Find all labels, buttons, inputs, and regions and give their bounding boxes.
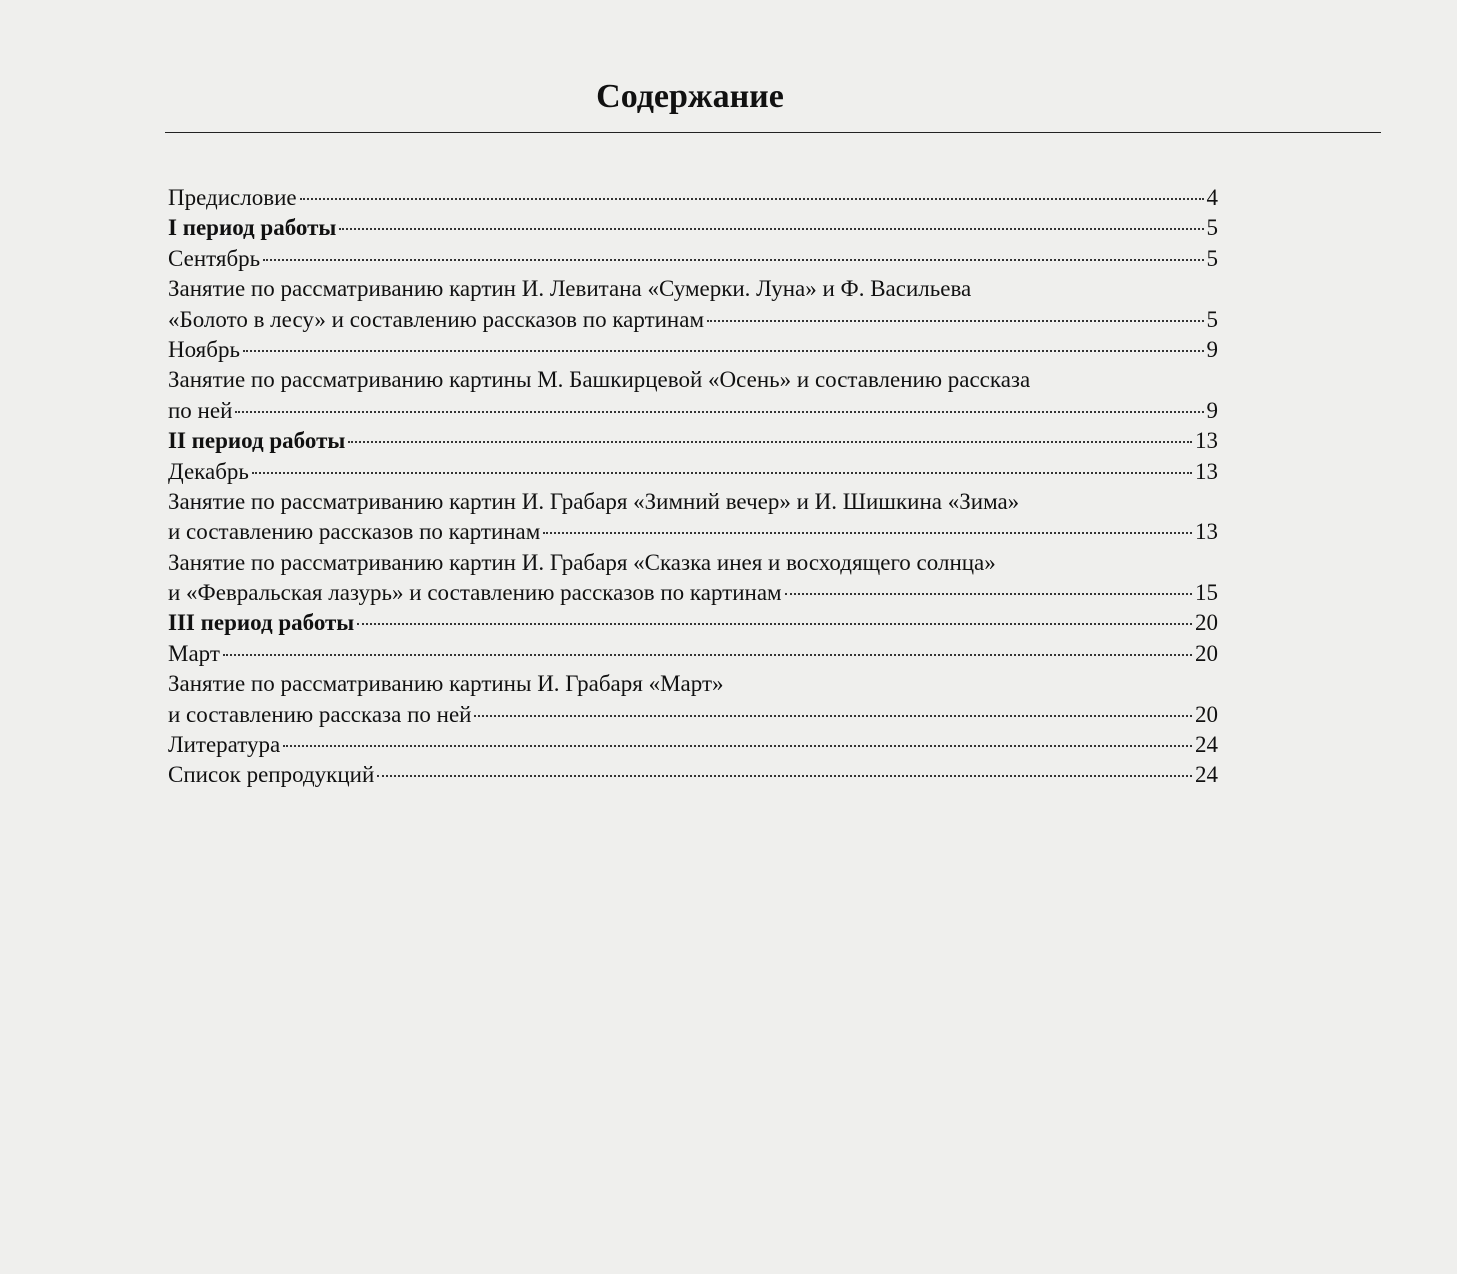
entry-text: Предисловие xyxy=(168,185,297,210)
leader xyxy=(543,532,1192,535)
page-number: 9 xyxy=(1206,397,1219,423)
toc-line: и «Февральская лазурь» и составлению рас… xyxy=(168,578,1218,608)
page-number: 20 xyxy=(1195,610,1218,636)
toc-line: Ноябрь 9 xyxy=(168,335,1218,365)
leader xyxy=(707,319,1204,322)
toc-line: и составлению рассказа по ней 20 xyxy=(168,700,1218,730)
entry-text: Ноябрь xyxy=(168,336,240,362)
toc-line: II период работы 13 xyxy=(168,426,1218,456)
leader xyxy=(348,441,1192,444)
page-number: 9 xyxy=(1206,336,1219,362)
entry-text: Декабрь xyxy=(168,458,249,484)
toc-line: Предисловие 4 xyxy=(168,183,1218,213)
toc-line: III период работы 20 xyxy=(168,608,1218,638)
leader xyxy=(339,228,1204,231)
entry-text: по ней xyxy=(168,397,233,423)
toc-line: Список репродукций 24 xyxy=(168,760,1218,790)
entry-text: Март xyxy=(168,640,220,666)
entry-text: Литература xyxy=(168,732,281,758)
rule xyxy=(165,132,1381,133)
entry-text: I период работы xyxy=(168,215,337,241)
toc-line: «Болото в лесу» и составлению рассказов … xyxy=(168,305,1218,335)
entry-text: III период работы xyxy=(168,610,355,636)
page-number: 5 xyxy=(1206,245,1219,271)
leader xyxy=(222,653,1192,656)
page-number: 13 xyxy=(1195,519,1218,545)
page-number: 20 xyxy=(1195,640,1218,666)
entry-text: Занятие по рассматриванию картины И. Гра… xyxy=(168,671,724,697)
toc-line: Литература 24 xyxy=(168,730,1218,760)
page-number: 24 xyxy=(1195,762,1218,788)
toc-line: Сентябрь 5 xyxy=(168,244,1218,274)
toc-line: Занятие по рассматриванию картин И. Леви… xyxy=(168,274,1218,304)
leader xyxy=(235,410,1204,413)
entry-text: Занятие по рассматриванию картин И. Леви… xyxy=(168,276,972,302)
entry-text: Сентябрь xyxy=(168,245,261,271)
toc-line: Занятие по рассматриванию картины И. Гра… xyxy=(168,669,1218,699)
toc-line: Занятие по рассматриванию картины М. Баш… xyxy=(168,365,1218,395)
title: Содержание xyxy=(596,78,784,115)
page-number: 13 xyxy=(1195,428,1218,454)
toc-line: по ней 9 xyxy=(168,396,1218,426)
entry-text: и составлению рассказа по ней xyxy=(168,701,472,727)
entry-text: и «Февральская лазурь» и составлению рас… xyxy=(168,580,782,606)
toc-line: Март 20 xyxy=(168,639,1218,669)
entry-text: Занятие по рассматриванию картин И. Граб… xyxy=(168,488,1020,514)
leader xyxy=(242,349,1204,352)
leader xyxy=(784,593,1192,596)
leader xyxy=(357,623,1192,626)
toc-line: Декабрь 13 xyxy=(168,457,1218,487)
entry-text: Список репродукций xyxy=(168,762,375,788)
leader xyxy=(263,258,1204,261)
leader xyxy=(377,775,1192,778)
leader xyxy=(283,745,1192,748)
leader xyxy=(251,471,1192,474)
page-number: 5 xyxy=(1206,215,1219,241)
toc-line: I период работы 5 xyxy=(168,213,1218,243)
entry-text: Занятие по рассматриванию картин И. Граб… xyxy=(168,549,996,575)
page-number: 13 xyxy=(1195,458,1218,484)
entry-text: Занятие по рассматриванию картины М. Баш… xyxy=(168,367,1031,393)
entry-text: и составлению рассказов по картинам xyxy=(168,519,541,545)
toc-line: Занятие по рассматриванию картин И. Граб… xyxy=(168,548,1218,578)
toc-line: Занятие по рассматриванию картин И. Граб… xyxy=(168,487,1218,517)
page-number: 15 xyxy=(1195,580,1218,606)
leader xyxy=(474,714,1192,717)
toc-line: и составлению рассказов по картинам 13 xyxy=(168,517,1218,547)
page-number: 4 xyxy=(1206,185,1219,210)
entry-text: «Болото в лесу» и составлению рассказов … xyxy=(168,306,704,332)
page-number: 5 xyxy=(1206,306,1219,332)
leader xyxy=(299,198,1204,200)
toc: Предисловие 4 I период работы 5 Сентябрь 5 Зан… xyxy=(168,183,1218,791)
page-number: 20 xyxy=(1195,701,1218,727)
page-number: 24 xyxy=(1195,732,1218,758)
entry-text: II период работы xyxy=(168,428,346,454)
